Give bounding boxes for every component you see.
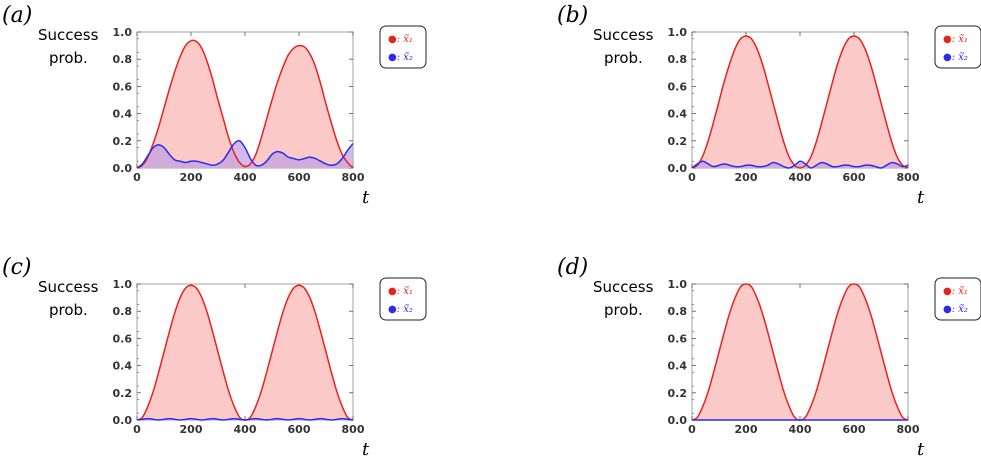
x-tick-label: 400 [234,171,257,184]
panel-label: (d) [557,255,588,280]
series-line-2 [136,139,354,169]
y-tick-label: 0.2 [668,387,688,400]
y-tick-label: 0.6 [113,332,133,345]
y-axis-label-line2: prob. [604,301,643,319]
y-tick-label: 0.0 [113,162,133,175]
legend-box [379,277,427,321]
y-tick-label: 1.0 [113,26,133,39]
x-axis-label: t [362,187,370,208]
series-area-1 [692,284,908,420]
y-axis-label: Success [593,26,654,44]
series-area-1 [692,36,908,168]
chart-svg: (d) Success prob. 0 200 400 600 800 0.0 0.2 0.4 0.6… [557,255,981,460]
panel-label: (a) [2,3,32,28]
legend-entry-1: ●: x̃₁ [943,286,968,297]
x-tick-label: 0 [133,423,141,436]
x-tick-label: 800 [342,171,365,184]
legend-entry-2: ●: x̃₂ [943,304,968,315]
series-line-1 [136,39,354,169]
series-area-1 [137,285,353,420]
x-tick-label: 200 [180,171,203,184]
y-tick-label: 0.4 [668,360,688,373]
series-area-2 [137,140,353,168]
y-axis-label-line2: prob. [604,49,643,67]
x-tick-label: 0 [133,171,141,184]
x-tick-label: 200 [735,423,758,436]
chart-svg: (c) Success prob. 0 200 400 600 800 0.0 0.2 0.4 0.6… [2,255,427,460]
legend-entry-1: ●: x̃₁ [388,286,413,297]
series-area-1 [137,40,353,168]
series-line-2 [136,417,354,421]
y-tick-label: 0.8 [113,53,133,66]
y-tick-label: 0.4 [113,108,133,121]
legend-entry-1: ●: x̃₁ [943,34,968,45]
y-tick-label: 0.6 [668,332,688,345]
y-tick-label: 0.0 [113,414,133,427]
x-tick-label: 800 [342,423,365,436]
series-line-1 [691,35,909,169]
y-axis-label-line2: prob. [49,49,88,67]
y-tick-label: 0.2 [113,135,133,148]
y-tick-label: 1.0 [668,26,688,39]
x-tick-label: 400 [234,423,257,436]
y-axis-label-line2: prob. [49,301,88,319]
chart-panel-d: (d) Success prob. 0 200 400 600 800 0.0 0.2 0.4 0.6… [555,252,981,472]
y-axis-label: Success [38,278,99,296]
legend-box [934,25,981,69]
y-tick-label: 0.8 [113,305,133,318]
y-tick-label: 0.6 [113,80,133,93]
x-tick-label: 200 [180,423,203,436]
x-tick-label: 600 [843,171,866,184]
x-tick-label: 600 [843,423,866,436]
legend-entry-2: ●: x̃₂ [388,304,413,315]
y-tick-label: 0.8 [668,53,688,66]
x-tick-label: 800 [897,423,920,436]
x-tick-label: 400 [789,171,812,184]
y-axis-label: Success [593,278,654,296]
x-tick-label: 200 [735,171,758,184]
x-tick-label: 800 [897,171,920,184]
panel-label: (c) [2,255,32,280]
legend-box [379,25,427,69]
y-tick-label: 1.0 [668,278,688,291]
y-tick-label: 0.0 [668,162,688,175]
chart-panel-b: (b) Success prob. 0 200 400 600 800 0.0 0.2 0.4 0.6… [555,0,981,220]
chart-svg: (b) Success prob. 0 200 400 600 800 0.0 0.2 0.4 0.6… [557,3,981,208]
legend-entry-1: ●: x̃₁ [388,34,413,45]
legend-entry-2: ●: x̃₂ [943,52,968,63]
legend-entry-2: ●: x̃₂ [388,52,413,63]
y-tick-label: 0.4 [668,108,688,121]
y-tick-label: 0.0 [668,414,688,427]
y-axis-label: Success [38,26,99,44]
chart-panel-c: (c) Success prob. 0 200 400 600 800 0.0 0.2 0.4 0.6… [0,252,470,472]
series-area-2 [692,161,908,169]
legend-box [934,277,981,321]
y-tick-label: 0.4 [113,360,133,373]
x-tick-label: 400 [789,423,812,436]
panel-label: (b) [557,3,588,28]
x-tick-label: 600 [288,423,311,436]
y-tick-label: 1.0 [113,278,133,291]
y-tick-label: 0.6 [668,80,688,93]
y-tick-label: 0.8 [668,305,688,318]
y-tick-label: 0.2 [113,387,133,400]
x-axis-label: t [917,439,925,460]
chart-svg: (a) Success prob. 0 200 400 600 800 0.0 0.2 0.4 0.6… [2,3,427,208]
x-tick-label: 600 [288,171,311,184]
y-tick-label: 0.2 [668,135,688,148]
x-tick-label: 0 [688,423,696,436]
series-line-2 [691,160,909,169]
x-axis-label: t [917,187,925,208]
chart-panel-a: (a) Success prob. 0 200 400 600 800 0.0 0.2 0.4 0.6… [0,0,470,220]
x-axis-label: t [362,439,370,460]
x-tick-label: 0 [688,171,696,184]
